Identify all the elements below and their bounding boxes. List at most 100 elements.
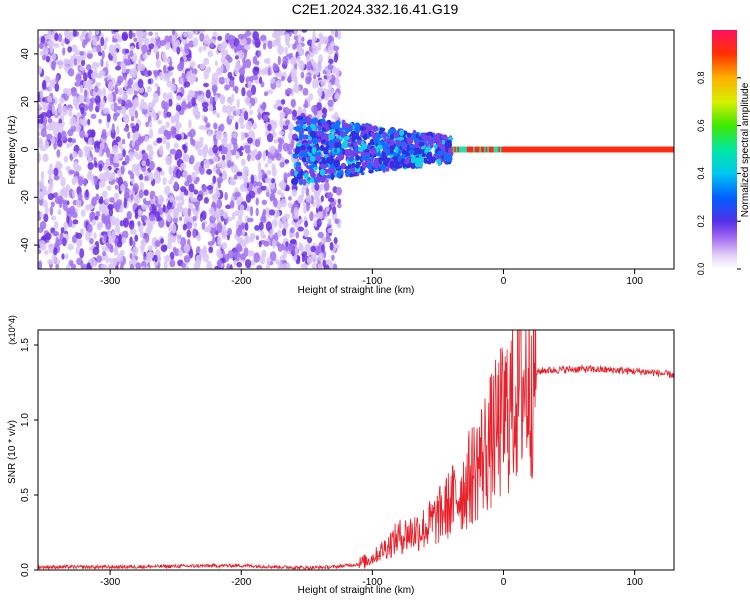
spectrogram-cell (104, 37, 109, 43)
spectrogram-cell (204, 116, 208, 124)
spectrogram-cell (60, 226, 65, 234)
spectrogram-cell (278, 130, 285, 136)
spectrogram-cell (283, 221, 289, 229)
spectrogram-cell (285, 241, 289, 247)
spectrogram-cell (437, 150, 444, 156)
spectrogram-cell (290, 98, 296, 108)
spectrogram-cell (42, 116, 48, 126)
spectrogram-cell (160, 244, 168, 253)
spectrogram-cell (61, 253, 65, 260)
spectrogram-cell (597, 146, 601, 153)
spectrogram-cell (283, 172, 288, 182)
spectrogram-cell (421, 134, 428, 140)
spectrogram-cell (225, 54, 231, 61)
spectrogram-cell (263, 91, 269, 97)
spectrogram-cell (172, 246, 177, 253)
spectrogram-cell (534, 146, 538, 153)
spectrogram-cell (176, 46, 181, 55)
spectrogram-cell (197, 90, 202, 96)
spectrogram-cell (197, 148, 204, 156)
spectrogram-cell (167, 66, 175, 71)
spectrogram-cell (222, 104, 227, 114)
spectrogram-cell (311, 39, 316, 49)
spectrogram-cell (291, 55, 297, 65)
spectrogram-cell (71, 138, 77, 144)
spectrogram-cell (47, 169, 54, 176)
spectrogram-cell (112, 144, 119, 155)
spectrogram-cell (99, 196, 104, 204)
spectrogram-cell (194, 105, 199, 112)
spectrogram-cell (223, 132, 228, 143)
spectrogram-cell (211, 72, 219, 83)
spectrogram-cell (123, 127, 130, 132)
spectrogram-cell (128, 106, 135, 117)
spectrogram-cell (123, 73, 127, 81)
spectrogram-cell (44, 34, 50, 40)
spectrogram-cell (124, 48, 130, 54)
spectrogram-cell (624, 146, 628, 153)
spectrogram-cell (236, 261, 243, 268)
spectrogram-cell (181, 144, 187, 151)
spectrogram-cell (54, 109, 58, 117)
spectrogram-cell (347, 142, 352, 148)
spectrogram-cell (198, 165, 203, 173)
spectrogram-cell (307, 164, 315, 169)
spectrogram-cell (202, 253, 210, 263)
colorbar-tick-label: 0.8 (696, 72, 706, 85)
spectrogram-cell (121, 31, 129, 41)
spectrogram-cell (277, 106, 283, 111)
spectrogram-cell (216, 130, 223, 138)
spectrogram-cell (643, 146, 647, 153)
spectrogram-cell (53, 175, 60, 181)
spectrogram-cell (282, 262, 289, 269)
spectrogram-cell (53, 192, 59, 198)
spectrogram-cell (324, 146, 329, 154)
spectrogram-cell (309, 211, 314, 222)
spectrogram-cell (152, 70, 159, 75)
spectrogram-cell (335, 186, 343, 196)
spectrogram-cell (259, 35, 267, 41)
spectrogram-cell (205, 89, 211, 99)
spectrogram-cell (622, 146, 626, 153)
spectrogram-cell (79, 128, 85, 139)
spectrogram-cell (158, 71, 164, 81)
spectrogram-cell (315, 130, 322, 137)
spectrogram-cell (179, 76, 185, 85)
spectrogram-cell (175, 168, 182, 179)
spectrogram-cell (661, 146, 665, 153)
spectrogram-cell (152, 113, 157, 122)
spectrogram-cell (592, 146, 596, 153)
spectrogram-cell (162, 135, 167, 145)
spectrogram-cell (343, 135, 351, 141)
spectrogram-cell (236, 171, 243, 177)
spectrogram-cell (288, 196, 292, 201)
spectrogram-cell (260, 185, 268, 191)
spectrogram-cell (121, 63, 127, 74)
spectrogram-cell (181, 72, 186, 79)
spectrogram-cell (277, 229, 282, 238)
spectrogram-cell (323, 121, 328, 128)
spectrogram-cell (92, 90, 100, 97)
spectrogram-cell (193, 207, 197, 216)
spectrogram-cell (180, 197, 185, 206)
spectrogram-cell (212, 144, 219, 154)
spectrogram-cell (188, 94, 193, 100)
spectrogram-cell (336, 171, 341, 179)
colorbar-tick-label: 0.2 (696, 215, 706, 228)
spectrogram-cell (572, 146, 576, 153)
y-tick-label: -20 (20, 190, 31, 205)
spectrogram-cell (38, 152, 41, 163)
spectrogram-cell (325, 206, 330, 212)
spectrogram-cell (397, 155, 402, 162)
spectrogram-cell (518, 146, 522, 153)
spectrogram-cell (332, 263, 338, 269)
spectrogram-cell (45, 133, 53, 140)
spectrogram-cell (398, 129, 405, 136)
x-tick-label: -100 (362, 577, 382, 588)
spectrogram-cell (292, 83, 300, 94)
spectrogram-cell (199, 32, 205, 42)
spectrogram-cell (111, 171, 116, 180)
spectrogram-cell (330, 30, 336, 36)
spectrogram-cell (107, 243, 114, 250)
spectrogram-cell (212, 156, 219, 163)
